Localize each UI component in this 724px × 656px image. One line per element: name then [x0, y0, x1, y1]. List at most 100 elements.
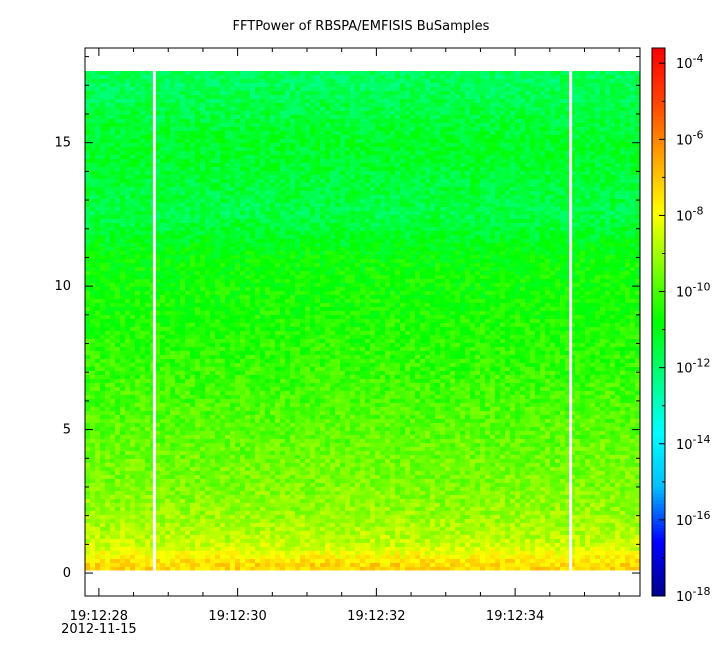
heatmap-cell — [125, 122, 130, 128]
heatmap-cell — [130, 166, 135, 172]
heatmap-cell — [600, 158, 605, 164]
heatmap-cell — [485, 238, 490, 244]
heatmap-cell — [475, 82, 480, 88]
heatmap-cell — [480, 154, 485, 160]
heatmap-cell — [275, 206, 280, 212]
heatmap-cell — [195, 194, 200, 200]
heatmap-cell — [310, 82, 315, 88]
heatmap-cell — [615, 74, 620, 80]
heatmap-cell — [400, 162, 405, 168]
heatmap-cell — [635, 230, 640, 236]
heatmap-cell — [615, 70, 620, 76]
heatmap-cell — [495, 214, 500, 220]
heatmap-cell — [195, 142, 200, 148]
heatmap-cell — [245, 182, 250, 188]
heatmap-cell — [535, 174, 540, 180]
heatmap-cell — [515, 142, 520, 148]
heatmap-cell — [315, 202, 320, 208]
heatmap-cell — [495, 234, 500, 240]
heatmap-cell — [600, 238, 605, 244]
heatmap-cell — [340, 198, 345, 204]
heatmap-cell — [590, 182, 595, 188]
heatmap-cell — [420, 186, 425, 192]
heatmap-cell — [450, 142, 455, 148]
heatmap-cell — [290, 98, 295, 104]
heatmap-cell — [270, 182, 275, 188]
heatmap-cell — [230, 122, 235, 128]
heatmap-cell — [535, 162, 540, 168]
heatmap-cell — [255, 110, 260, 116]
heatmap-cell — [580, 158, 585, 164]
heatmap-cell — [410, 214, 415, 220]
heatmap-cell — [150, 242, 155, 248]
heatmap-cell — [295, 186, 300, 192]
heatmap-cell — [285, 234, 290, 240]
heatmap-cell — [550, 238, 555, 244]
heatmap-cell — [505, 118, 510, 124]
heatmap-cell — [470, 230, 475, 236]
heatmap-cell — [545, 186, 550, 192]
heatmap-cell — [410, 242, 415, 248]
heatmap-cell — [225, 174, 230, 180]
heatmap-cell — [530, 210, 535, 216]
heatmap-cell — [540, 162, 545, 168]
heatmap-cell — [400, 206, 405, 212]
heatmap-cell — [375, 174, 380, 180]
heatmap-cell — [260, 222, 265, 228]
heatmap-cell — [95, 198, 100, 204]
heatmap-cell — [525, 82, 530, 88]
heatmap-cell — [360, 130, 365, 136]
heatmap-cell — [195, 210, 200, 216]
heatmap-cell — [575, 162, 580, 168]
heatmap-cell — [170, 94, 175, 100]
heatmap-cell — [280, 118, 285, 124]
heatmap-cell — [625, 98, 630, 104]
heatmap-cell — [305, 186, 310, 192]
heatmap-cell — [390, 126, 395, 132]
heatmap-cell — [625, 90, 630, 96]
heatmap-cell — [390, 218, 395, 224]
heatmap-cell — [595, 226, 600, 232]
heatmap-cell — [315, 138, 320, 144]
heatmap-cell — [470, 198, 475, 204]
heatmap-cell — [280, 242, 285, 248]
heatmap-cell — [375, 222, 380, 228]
heatmap-cell — [485, 166, 490, 172]
heatmap-cell — [520, 134, 525, 140]
heatmap-cell — [345, 70, 350, 76]
heatmap-cell — [490, 166, 495, 172]
heatmap-cell — [265, 194, 270, 200]
heatmap-cell — [545, 162, 550, 168]
heatmap-cell — [570, 130, 575, 136]
heatmap-cell — [600, 154, 605, 160]
heatmap-cell — [540, 86, 545, 92]
heatmap-cell — [320, 134, 325, 140]
heatmap-cell — [185, 78, 190, 84]
heatmap-cell — [390, 166, 395, 172]
heatmap-cell — [525, 134, 530, 140]
heatmap-cell — [470, 94, 475, 100]
heatmap-cell — [485, 198, 490, 204]
heatmap-cell — [115, 74, 120, 80]
heatmap-cell — [130, 218, 135, 224]
heatmap-cell — [245, 82, 250, 88]
heatmap-cell — [285, 202, 290, 208]
heatmap-cell — [285, 114, 290, 120]
heatmap-cell — [635, 190, 640, 196]
heatmap-cell — [160, 138, 165, 144]
heatmap-cell — [190, 166, 195, 172]
heatmap-cell — [555, 194, 560, 200]
heatmap-cell — [350, 158, 355, 164]
heatmap-cell — [95, 106, 100, 112]
heatmap-cell — [485, 70, 490, 76]
heatmap-cell — [240, 150, 245, 156]
heatmap-cell — [180, 102, 185, 108]
heatmap-cell — [445, 214, 450, 220]
heatmap-cell — [295, 158, 300, 164]
heatmap-cell — [205, 130, 210, 136]
heatmap-cell — [100, 178, 105, 184]
heatmap-cell — [500, 82, 505, 88]
heatmap-cell — [225, 242, 230, 248]
heatmap-cell — [105, 106, 110, 112]
heatmap-cell — [320, 194, 325, 200]
